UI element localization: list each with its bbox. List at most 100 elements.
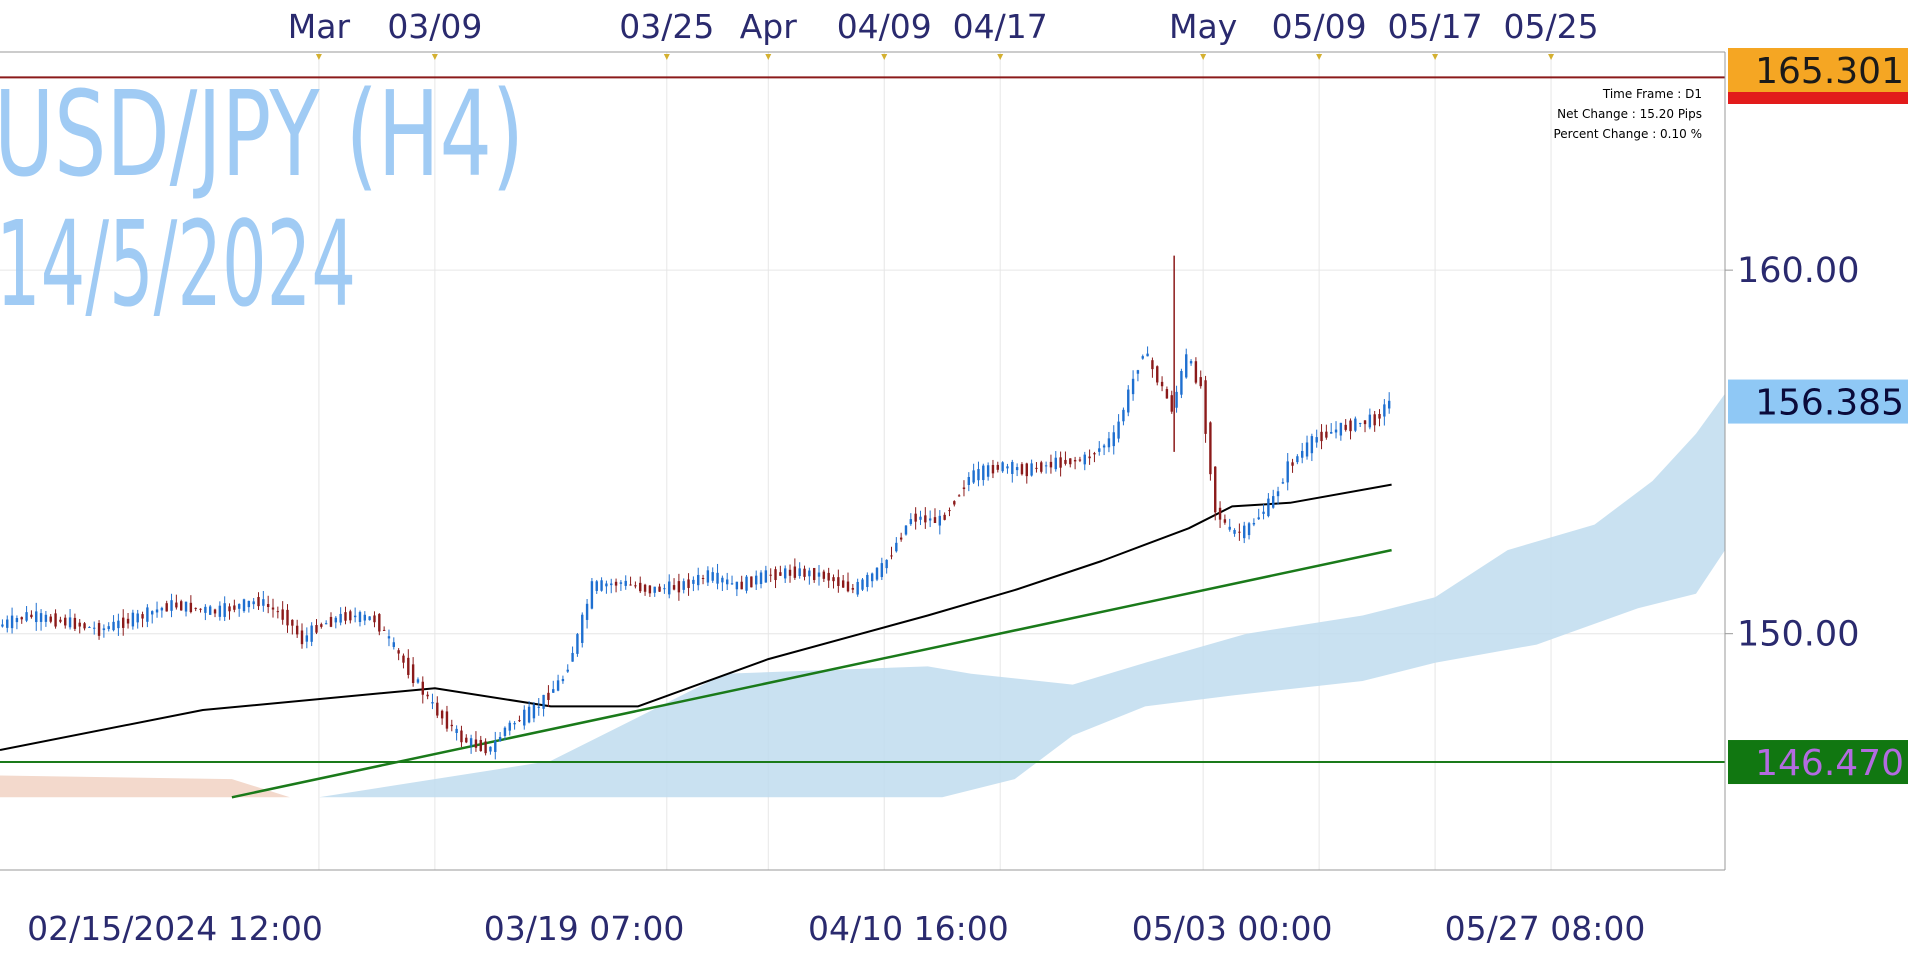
candle-body <box>136 613 139 623</box>
candle-body <box>1093 453 1096 455</box>
price-series <box>1 255 1391 760</box>
candle-body <box>310 625 313 642</box>
candle-body <box>54 613 57 627</box>
candle-body <box>875 567 879 580</box>
candle-body <box>1286 461 1289 483</box>
candle-body <box>1059 457 1062 468</box>
top-tick-label-3: Apr <box>740 7 798 46</box>
candle-body <box>324 623 328 625</box>
axes <box>0 51 1726 871</box>
candle-body <box>1228 526 1231 530</box>
top-tick-label-8: 05/17 <box>1388 7 1483 46</box>
candle-body <box>904 525 908 535</box>
candle-body <box>102 628 106 631</box>
candle-body <box>856 581 859 595</box>
axis-ticks: Mar 03/09 03/25 Apr 04/09 04/17 May 05/09 05/17 0… <box>27 7 1859 948</box>
candle-body <box>411 664 415 683</box>
candle-body <box>508 722 511 731</box>
top-tick-marker-2 <box>663 54 670 60</box>
candle-body <box>610 583 613 586</box>
candle-body <box>1006 466 1009 469</box>
candle-body <box>769 574 772 576</box>
candle-body <box>518 720 521 722</box>
candle-body <box>179 601 183 611</box>
y-tick-label-0: 160.00 <box>1737 251 1859 291</box>
candle-body <box>933 517 937 523</box>
top-tick-label-2: 03/25 <box>619 7 714 46</box>
candle-body <box>1233 529 1236 534</box>
top-tick-label-5: 04/17 <box>953 7 1048 46</box>
top-tick-marker-8 <box>1432 54 1439 60</box>
candle-body <box>1112 432 1115 447</box>
top-tick-marker-6 <box>1200 54 1207 60</box>
candle-body <box>1185 354 1188 378</box>
candle-body <box>88 626 91 628</box>
top-tick-marker-3 <box>765 54 772 60</box>
candle-body <box>1272 496 1275 508</box>
top-tick-label-1: 03/09 <box>387 7 482 46</box>
candle-body <box>1363 420 1367 425</box>
candle-body <box>6 619 9 628</box>
y-tick-label-1: 150.00 <box>1737 615 1859 655</box>
candle-body <box>716 572 719 584</box>
candle-body <box>1387 400 1391 409</box>
candle-body <box>1040 462 1043 472</box>
candle-body <box>938 515 942 526</box>
candle-body <box>1117 421 1120 439</box>
price-tag-label-current: 156.385 <box>1755 383 1904 424</box>
candle-body <box>817 572 821 577</box>
candle-body <box>78 622 81 627</box>
candle-body <box>35 611 38 623</box>
candle-body <box>822 571 826 579</box>
bottom-tick-label-4: 05/27 08:00 <box>1445 909 1646 948</box>
candle-body <box>271 607 275 610</box>
candle-body <box>1011 461 1014 474</box>
candle-body <box>445 711 449 729</box>
candle-body <box>977 469 980 481</box>
candle-body <box>750 576 753 588</box>
candle-body <box>571 652 574 662</box>
candle-body <box>1194 361 1198 383</box>
candle-body <box>1214 466 1217 513</box>
candle-body <box>861 579 864 590</box>
candle-body <box>465 737 468 743</box>
candle-body <box>1329 432 1333 434</box>
candle-body <box>208 606 212 615</box>
candle-body <box>204 606 207 613</box>
candle-body <box>291 619 294 626</box>
candle-body <box>489 746 492 752</box>
candle-body <box>846 581 850 592</box>
candle-body <box>30 614 33 618</box>
candle-body <box>353 615 357 618</box>
candle-body <box>1301 450 1304 458</box>
candle-body <box>440 710 444 719</box>
candle-body <box>494 740 497 752</box>
candle-body <box>363 614 367 621</box>
bottom-tick-label-1: 03/19 07:00 <box>484 909 685 948</box>
candle-body <box>928 518 932 521</box>
candle-body <box>1020 464 1024 475</box>
bottom-tick-label-0: 02/15/2024 12:00 <box>27 909 323 948</box>
candle-body <box>523 709 526 726</box>
candle-body <box>15 618 19 623</box>
candle-body <box>788 569 792 576</box>
candle-body <box>866 574 869 588</box>
candle-body <box>1001 462 1004 472</box>
candle-body <box>1334 429 1338 433</box>
candle-body <box>1238 531 1241 533</box>
candle-body <box>919 516 922 520</box>
candle-body <box>1267 498 1270 517</box>
candle-body <box>175 602 178 608</box>
candle-body <box>982 465 985 481</box>
price-tags: 165.301 156.385 146.470 <box>1728 48 1908 785</box>
candle-body <box>1054 457 1057 470</box>
candle-body <box>160 607 164 611</box>
candle-body <box>455 728 458 733</box>
candle-body <box>44 614 48 622</box>
top-tick-label-7: 05/09 <box>1272 7 1367 46</box>
candle-body <box>653 586 656 593</box>
candle-body <box>228 606 231 612</box>
top-tick-marker-7 <box>1316 54 1323 60</box>
candle-body <box>484 741 487 754</box>
candle-body <box>1141 356 1144 359</box>
